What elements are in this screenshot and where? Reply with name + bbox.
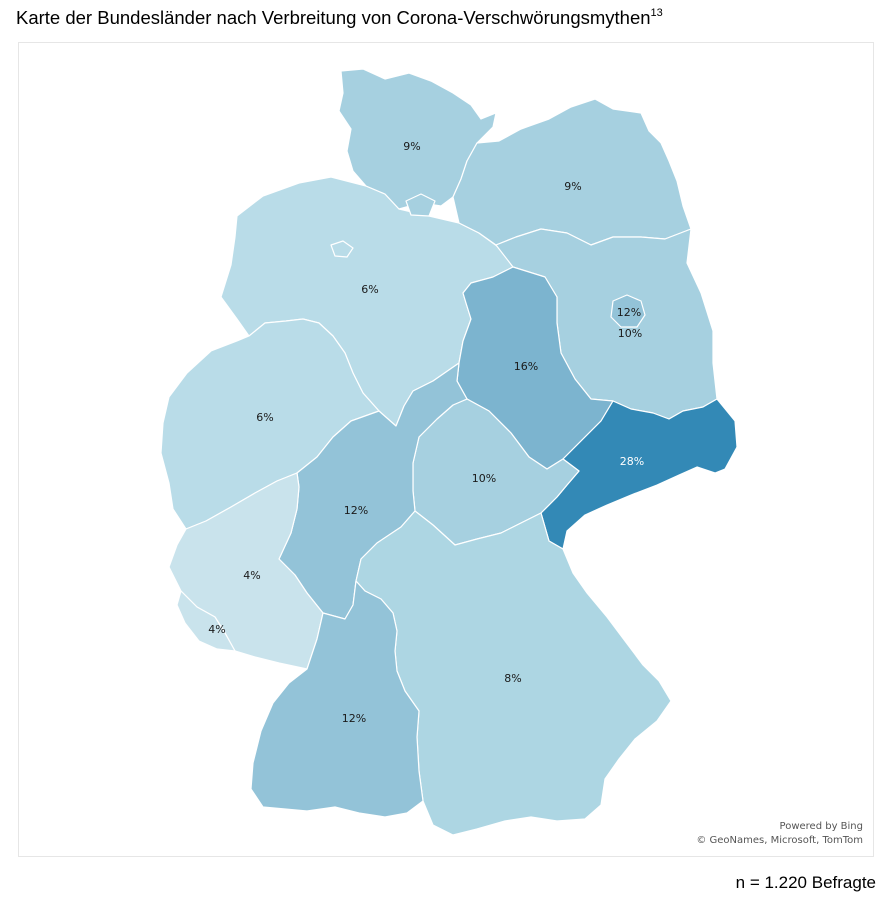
label-hessen: 12% — [344, 504, 368, 517]
label-brandenburg: 10% — [618, 327, 642, 340]
label-rheinland-pfalz: 4% — [243, 569, 260, 582]
map-frame[interactable]: 9% 9% 6% 12% 10% 16% 6% 28% 10% 12% 4% 4… — [18, 42, 874, 857]
label-saarland: 4% — [208, 623, 225, 636]
state-berlin[interactable] — [610, 294, 646, 328]
state-baden-wuerttemberg[interactable] — [250, 580, 424, 818]
footnote-marker: 13 — [650, 7, 663, 19]
attribution-powered-by: Powered by Bing — [779, 821, 863, 832]
state-saarland[interactable] — [176, 590, 236, 652]
map-title: Karte der Bundesländer nach Verbreitung … — [16, 7, 663, 29]
label-sachsen: 28% — [620, 455, 644, 468]
map-attribution: Powered by Bing © GeoNames, Microsoft, T… — [696, 820, 863, 848]
sample-size-note: n = 1.220 Befragte — [735, 873, 876, 892]
label-niedersachsen: 6% — [361, 283, 378, 296]
label-baden-wuerttemberg: 12% — [342, 712, 366, 725]
state-bremen[interactable] — [330, 240, 354, 258]
label-bayern: 8% — [504, 672, 521, 685]
label-berlin: 12% — [617, 306, 641, 319]
label-mecklenburg-vorpommern: 9% — [564, 180, 581, 193]
label-nordrhein-westfalen: 6% — [256, 411, 273, 424]
label-schleswig-holstein: 9% — [403, 140, 420, 153]
label-thueringen: 10% — [472, 472, 496, 485]
map-title-text: Karte der Bundesländer nach Verbreitung … — [16, 7, 651, 28]
attribution-copyright: © GeoNames, Microsoft, TomTom — [696, 835, 863, 846]
germany-map[interactable]: 9% 9% 6% 12% 10% 16% 6% 28% 10% 12% 4% 4… — [19, 43, 875, 858]
label-sachsen-anhalt: 16% — [514, 360, 538, 373]
state-hamburg[interactable] — [405, 193, 436, 217]
